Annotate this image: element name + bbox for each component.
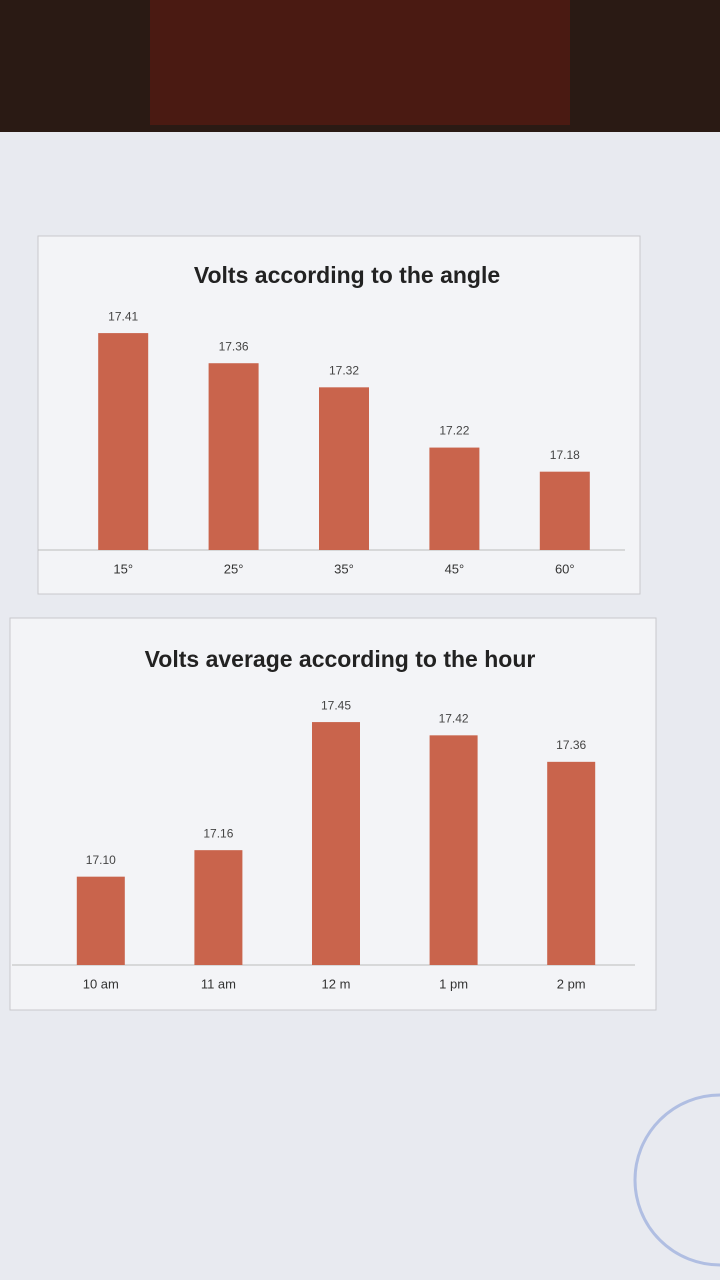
bar xyxy=(429,447,480,550)
chart-title: Volts average according to the hour xyxy=(145,646,536,672)
data-label: 17.45 xyxy=(321,698,351,712)
stamp xyxy=(633,1093,720,1267)
x-tick-label: 45° xyxy=(445,561,465,576)
bar xyxy=(312,722,360,965)
x-tick-label: 12 m xyxy=(322,976,351,991)
bar xyxy=(547,761,596,965)
x-tick-label: 15° xyxy=(113,561,133,576)
bar xyxy=(98,333,149,550)
x-tick-label: 25° xyxy=(224,561,244,576)
data-label: 17.42 xyxy=(439,712,469,726)
background-cloth xyxy=(150,0,570,125)
x-tick-label: 1 pm xyxy=(439,976,468,991)
data-label: 17.10 xyxy=(86,853,116,867)
data-label: 17.22 xyxy=(439,424,469,438)
x-tick-label: 60° xyxy=(555,561,575,576)
chart-title: Volts according to the angle xyxy=(194,262,500,288)
data-label: 17.36 xyxy=(219,339,249,353)
bar xyxy=(76,876,125,965)
data-label: 17.32 xyxy=(329,363,359,377)
bar xyxy=(319,387,369,550)
x-tick-label: 10 am xyxy=(83,976,119,991)
bar xyxy=(194,850,243,965)
x-tick-label: 11 am xyxy=(201,976,236,991)
bar xyxy=(208,363,259,550)
x-tick-label: 2 pm xyxy=(557,976,586,991)
data-label: 17.16 xyxy=(203,826,233,840)
bar xyxy=(429,735,478,965)
x-tick-label: 35° xyxy=(334,561,354,576)
data-label: 17.18 xyxy=(550,448,580,462)
bar xyxy=(539,471,590,550)
data-label: 17.41 xyxy=(108,309,138,323)
data-label: 17.36 xyxy=(556,738,586,752)
